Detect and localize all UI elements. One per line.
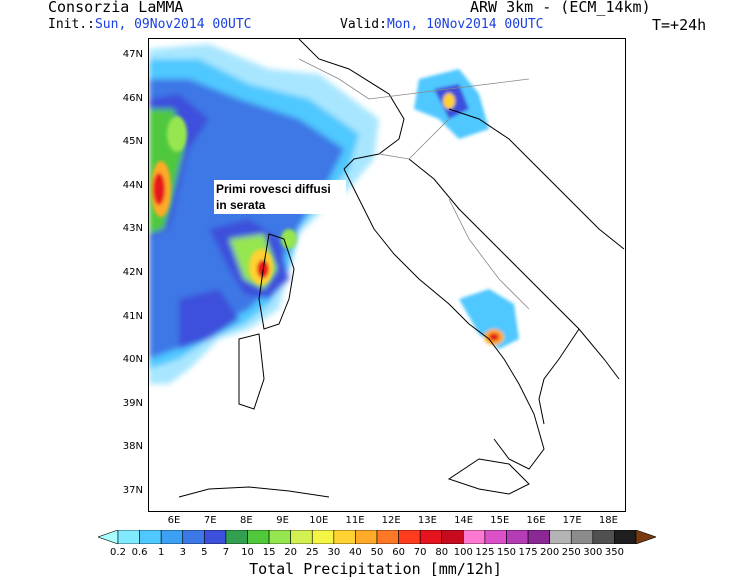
colorbar-swatch [441,530,464,544]
colorbar-level-label: 175 [518,547,538,558]
lat-label: 47N [122,49,143,60]
colorbar-level-label: 0.6 [131,547,148,558]
colorbar-level-label: 1 [157,547,165,558]
colorbar-swatch [117,530,140,544]
colorbar-swatch [247,530,270,544]
colorbar-level-label: 30 [327,547,341,558]
country-borders [298,58,530,310]
colorbar-level-label: 40 [349,547,362,558]
model-title: ARW 3km - (ECM_14km) [470,0,651,16]
colorbar-level-label: 0.2 [110,547,126,558]
colorbar-level-label: 15 [262,547,276,558]
colorbar-level-label: 60 [392,547,405,558]
colorbar-swatch [311,530,335,544]
lat-label: 39N [122,397,143,409]
colorbar-swatch [484,530,507,544]
lon-label: 18E [598,515,618,526]
colorbar-swatch [376,530,399,544]
colorbar-swatch [333,530,356,544]
colorbar-level-label: 10 [241,547,254,558]
lon-label: 15E [490,515,510,526]
annotation-line-1: Primi rovesci diffusi [216,182,331,196]
colorbar-level-label: 7 [222,547,230,558]
colorbar-level-label: 25 [305,547,319,558]
lon-label: 16E [526,515,546,526]
lat-label: 41N [122,310,143,322]
colorbar-swatch [463,530,486,544]
lat-label: 42N [122,267,143,278]
lon-label: 12E [381,515,401,526]
colorbar-swatch [268,530,291,544]
colorbar-level-label: 3 [179,547,186,558]
colorbar-swatch [225,530,248,544]
lon-label: 7E [203,515,217,526]
colorbar-level-label: 200 [540,547,560,558]
lon-label: 11E [345,515,365,526]
lead-time: T=+24h [652,16,707,34]
map-canvas [149,39,625,498]
colorbar-level-label: 350 [604,547,624,558]
annotation-line-2: in serata [216,198,266,212]
colorbar-max-arrow [635,530,656,544]
lon-label: 13E [417,515,437,526]
colorbar-swatch [419,530,443,544]
valid-time: Valid:Mon, 10Nov2014 00UTC [340,17,544,32]
map-annotation: Primi rovesci diffusi in serata [214,180,346,214]
colorbar-swatch [204,530,227,544]
precip-field-east [414,69,519,349]
colorbar-level-label: 250 [561,547,581,558]
colorbar-swatch [506,530,529,544]
colorbar-level-label: 80 [435,547,449,558]
colorbar-swatch [549,530,572,544]
colorbar-min-arrow [98,530,119,544]
coastlines [178,39,625,498]
colorbar-level-label: 125 [475,547,495,558]
lat-label: 38N [122,441,143,453]
colorbar-swatch [614,530,637,544]
lon-label: 6E [167,515,181,526]
colorbar-level-label: 20 [284,547,298,558]
colorbar-level-label: 70 [413,547,427,558]
lon-label: 17E [562,515,582,526]
colorbar-swatch [592,530,615,544]
precip-field-west [149,44,379,384]
lat-label: 44N [122,179,143,191]
colorbar-level-label: 100 [453,547,473,558]
precipitation-map [148,38,626,512]
precip-colorbar [98,530,656,544]
valid-value: Mon, 10Nov2014 00UTC [386,17,544,32]
colorbar-swatch [527,530,550,544]
init-value: Sun, 09Nov2014 00UTC [94,17,252,32]
colorbar-level-label: 300 [583,547,603,558]
colorbar-level-label: 5 [201,547,208,558]
colorbar-title: Total Precipitation [mm/12h] [249,560,502,578]
colorbar-level-label: 150 [496,547,517,558]
lat-label: 46N [122,92,143,104]
lat-label: 43N [122,223,143,235]
colorbar-swatch [290,530,313,544]
lat-label: 40N [122,354,143,366]
colorbar-swatch [160,530,184,544]
init-time: Init.:Sun, 09Nov2014 00UTC [48,17,252,32]
colorbar-swatch [182,530,205,544]
lon-label: 14E [454,515,474,526]
lon-label: 10E [309,515,329,526]
colorbar-swatch [355,530,378,544]
colorbar-swatch [139,530,162,544]
lat-label: 37N [122,485,143,496]
lon-label: 9E [276,515,289,526]
provider-title: Consorzia LaMMA [48,0,184,16]
colorbar-swatch [398,530,421,544]
lat-label: 45N [122,136,143,148]
valid-label: Valid: [340,17,387,32]
lon-label: 8E [240,515,253,526]
colorbar-swatch [570,530,594,544]
colorbar-level-label: 50 [370,547,384,558]
init-label: Init.: [48,17,95,32]
